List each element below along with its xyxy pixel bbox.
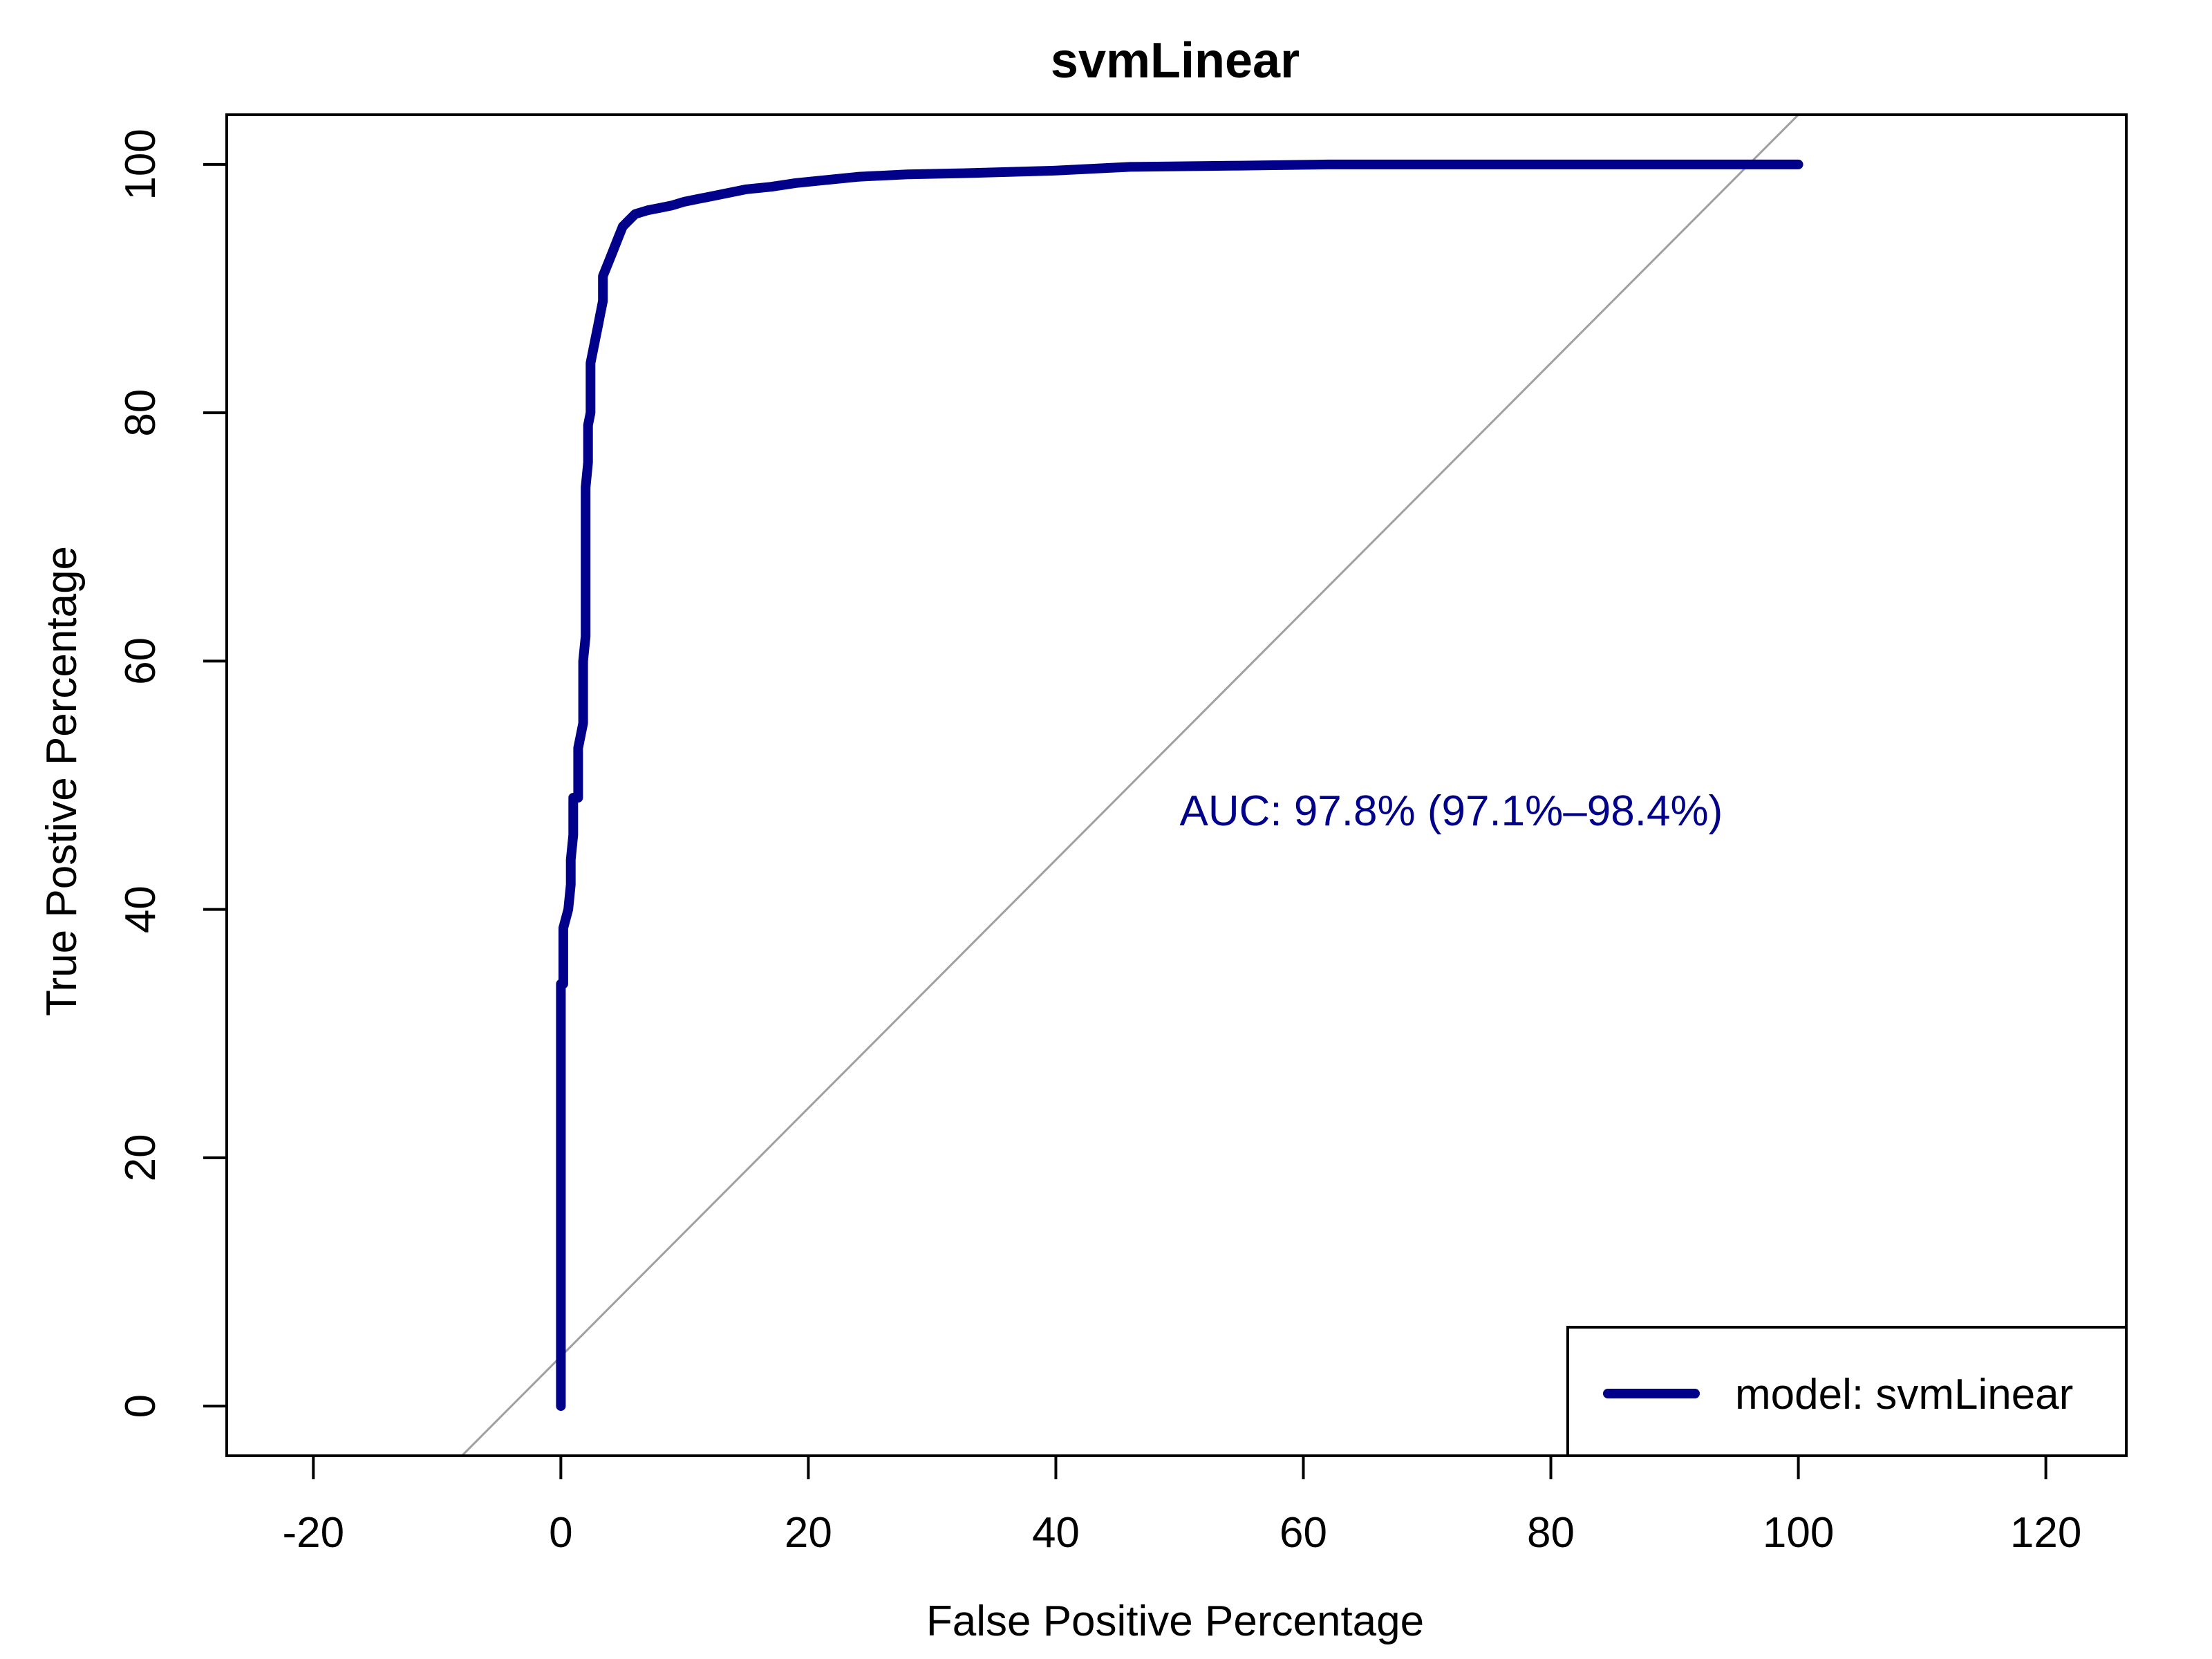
- y-tick-label-2: 40: [117, 885, 165, 933]
- y-tick-label-3: 60: [117, 637, 165, 685]
- x-tick-label-3: 40: [1032, 1509, 1080, 1557]
- legend-box: [1566, 1326, 2128, 1457]
- roc-curve-series-0: [556, 159, 1803, 1412]
- plot-frame: [225, 113, 2128, 1457]
- y-tick-label-4: 80: [117, 389, 165, 437]
- x-tick-label-6: 100: [1763, 1509, 1834, 1557]
- reference-diagonal-line: [460, 115, 1800, 1456]
- y-tick-label-5: 100: [117, 129, 165, 200]
- x-tick-label-0: -20: [283, 1509, 345, 1557]
- y-axis-title: True Postive Percentage: [38, 546, 86, 1016]
- x-tick-label-1: 0: [549, 1509, 572, 1557]
- x-tick-label-5: 80: [1527, 1509, 1575, 1557]
- x-tick-label-7: 120: [2010, 1509, 2081, 1557]
- x-axis-title: False Positive Percentage: [926, 1597, 1424, 1645]
- x-tick-label-4: 60: [1280, 1509, 1327, 1557]
- plot-area: -20 0 20 40 60 80 100 120 0 20 40 60 80 100: [117, 113, 2128, 1557]
- chart-title: svmLinear: [1051, 33, 1300, 88]
- auc-annotation: AUC: 97.8% (97.1%–98.4%): [1179, 787, 1723, 835]
- y-tick-label-0: 0: [117, 1394, 165, 1418]
- x-tick-label-2: 20: [785, 1509, 832, 1557]
- legend: model: svmLinear: [1566, 1326, 2128, 1457]
- y-tick-label-1: 20: [117, 1134, 165, 1181]
- legend-label: model: svmLinear: [1735, 1371, 2073, 1418]
